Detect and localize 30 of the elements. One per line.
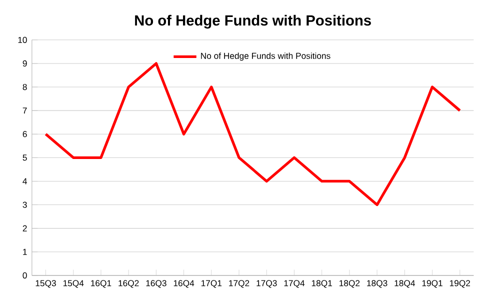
y-tick-label: 8 (22, 84, 27, 90)
legend-label: No of Hedge Funds with Positions (201, 52, 330, 61)
x-tick-label: 16Q2 (118, 280, 139, 288)
y-tick-label: 7 (22, 108, 27, 114)
y-tick-label: 1 (23, 248, 27, 255)
x-tick-label: 18Q2 (340, 280, 360, 288)
y-tick-label: 4 (22, 178, 27, 184)
x-tick-label: 17Q3 (256, 280, 277, 288)
y-tick-label: 0 (22, 272, 27, 278)
x-tick-label: 17Q4 (284, 280, 305, 288)
y-tick-label: 6 (22, 131, 27, 138)
x-tick-label: 16Q4 (174, 280, 194, 288)
x-tick-label: 18Q4 (394, 280, 415, 288)
y-tick-label: 9 (22, 60, 27, 67)
x-tick-label: 15Q3 (36, 280, 56, 288)
line-series (44, 62, 462, 206)
x-tick-label: 19Q1 (422, 280, 442, 288)
x-tick-label: 19Q2 (450, 280, 470, 288)
x-tick-label: 18Q3 (367, 280, 388, 288)
y-tick-label: 10 (18, 36, 27, 43)
x-tick-label: 15Q4 (63, 280, 84, 288)
y-tick-label: 5 (22, 154, 27, 161)
x-tick-label: 18Q1 (312, 280, 332, 288)
x-tick-label: 16Q1 (91, 280, 112, 288)
chart-title: No of Hedge Funds with Positions (135, 14, 371, 29)
y-tick-label: 2 (22, 225, 27, 232)
x-tick-label: 17Q2 (229, 280, 250, 288)
x-tick-label: 17Q1 (201, 280, 222, 288)
y-tick-label: 3 (22, 202, 27, 208)
x-tick-label: 16Q3 (146, 280, 166, 288)
